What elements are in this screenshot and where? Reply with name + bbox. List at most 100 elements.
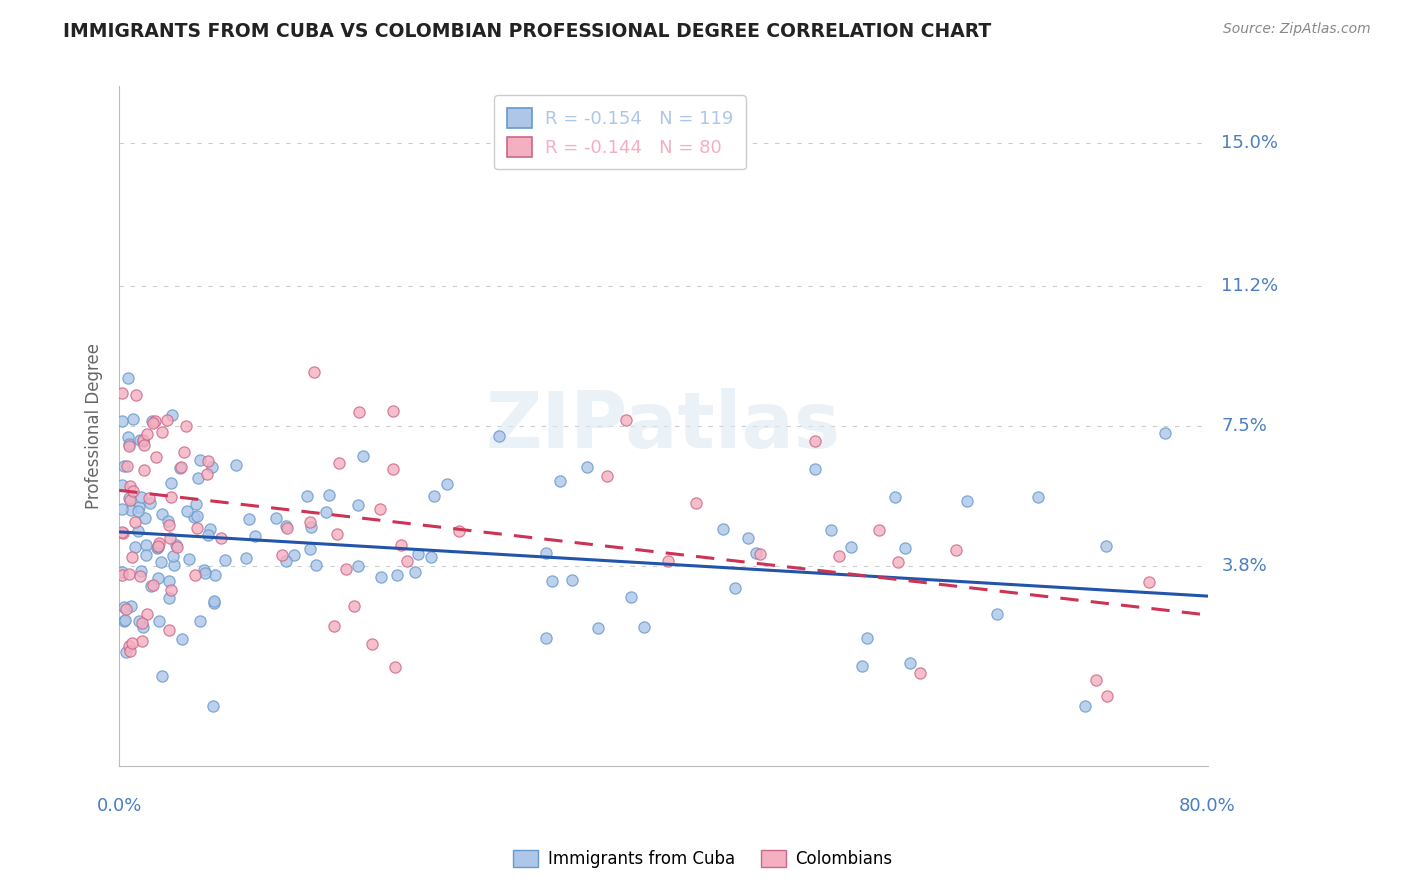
Point — [804, 462, 827, 476]
Point — [197, 528, 219, 542]
Point — [956, 494, 979, 508]
Point — [202, 594, 225, 608]
Point — [1085, 673, 1108, 687]
Point — [235, 550, 257, 565]
Point — [724, 581, 747, 595]
Point — [323, 619, 346, 633]
Point — [342, 599, 364, 613]
Point — [326, 527, 349, 541]
Point — [595, 469, 617, 483]
Point — [135, 538, 157, 552]
Point — [118, 491, 141, 506]
Point — [534, 631, 557, 645]
Point — [136, 607, 159, 621]
Point — [540, 574, 562, 588]
Point — [201, 698, 224, 713]
Point — [121, 636, 143, 650]
Point — [112, 599, 135, 614]
Point — [156, 514, 179, 528]
Point — [186, 520, 208, 534]
Point — [117, 371, 139, 385]
Point — [136, 427, 159, 442]
Point — [115, 645, 138, 659]
Point — [370, 570, 392, 584]
Text: 0.0%: 0.0% — [97, 797, 142, 814]
Y-axis label: Professional Degree: Professional Degree — [86, 343, 103, 509]
Point — [135, 548, 157, 562]
Text: 3.8%: 3.8% — [1222, 557, 1267, 574]
Point — [347, 558, 370, 573]
Point — [575, 460, 598, 475]
Point — [173, 445, 195, 459]
Point — [302, 364, 325, 378]
Point — [361, 637, 384, 651]
Point — [382, 404, 405, 418]
Point — [1139, 575, 1161, 590]
Point — [132, 438, 155, 452]
Point — [1095, 689, 1118, 703]
Point — [1154, 425, 1177, 440]
Point — [117, 566, 139, 581]
Point — [803, 434, 825, 448]
Point — [115, 458, 138, 473]
Point — [204, 596, 226, 610]
Point — [131, 433, 153, 447]
Point — [384, 660, 406, 674]
Point — [118, 640, 141, 654]
Point — [159, 517, 181, 532]
Point — [561, 574, 583, 588]
Point — [187, 471, 209, 485]
Text: IMMIGRANTS FROM CUBA VS COLOMBIAN PROFESSIONAL DEGREE CORRELATION CHART: IMMIGRANTS FROM CUBA VS COLOMBIAN PROFES… — [63, 22, 991, 41]
Point — [335, 562, 357, 576]
Point — [737, 531, 759, 545]
Point — [855, 631, 877, 645]
Point — [200, 522, 222, 536]
Point — [163, 558, 186, 572]
Point — [149, 555, 172, 569]
Point — [1074, 698, 1097, 713]
Point — [142, 578, 165, 592]
Point — [406, 547, 429, 561]
Point — [132, 619, 155, 633]
Point — [125, 387, 148, 401]
Point — [166, 538, 188, 552]
Point — [111, 414, 134, 428]
Point — [186, 509, 208, 524]
Point — [184, 567, 207, 582]
Point — [347, 405, 370, 419]
Point — [225, 458, 247, 472]
Point — [381, 461, 404, 475]
Point — [368, 501, 391, 516]
Point — [111, 524, 134, 539]
Point — [111, 385, 134, 400]
Point — [839, 540, 862, 554]
Point — [145, 450, 167, 464]
Point — [169, 461, 191, 475]
Point — [488, 429, 510, 443]
Point — [197, 453, 219, 467]
Point — [157, 591, 180, 606]
Point — [117, 430, 139, 444]
Point — [128, 614, 150, 628]
Point — [124, 515, 146, 529]
Point — [118, 479, 141, 493]
Point — [423, 489, 446, 503]
Point — [172, 632, 194, 646]
Point — [396, 554, 419, 568]
Point — [118, 439, 141, 453]
Point — [134, 463, 156, 477]
Point — [143, 414, 166, 428]
Point — [550, 474, 572, 488]
Point — [177, 551, 200, 566]
Point — [633, 620, 655, 634]
Point — [170, 459, 193, 474]
Point — [183, 510, 205, 524]
Point — [121, 549, 143, 564]
Point — [121, 483, 143, 498]
Point — [129, 568, 152, 582]
Point — [166, 540, 188, 554]
Point — [138, 491, 160, 505]
Point — [127, 524, 149, 539]
Point — [120, 503, 142, 517]
Point — [120, 599, 142, 613]
